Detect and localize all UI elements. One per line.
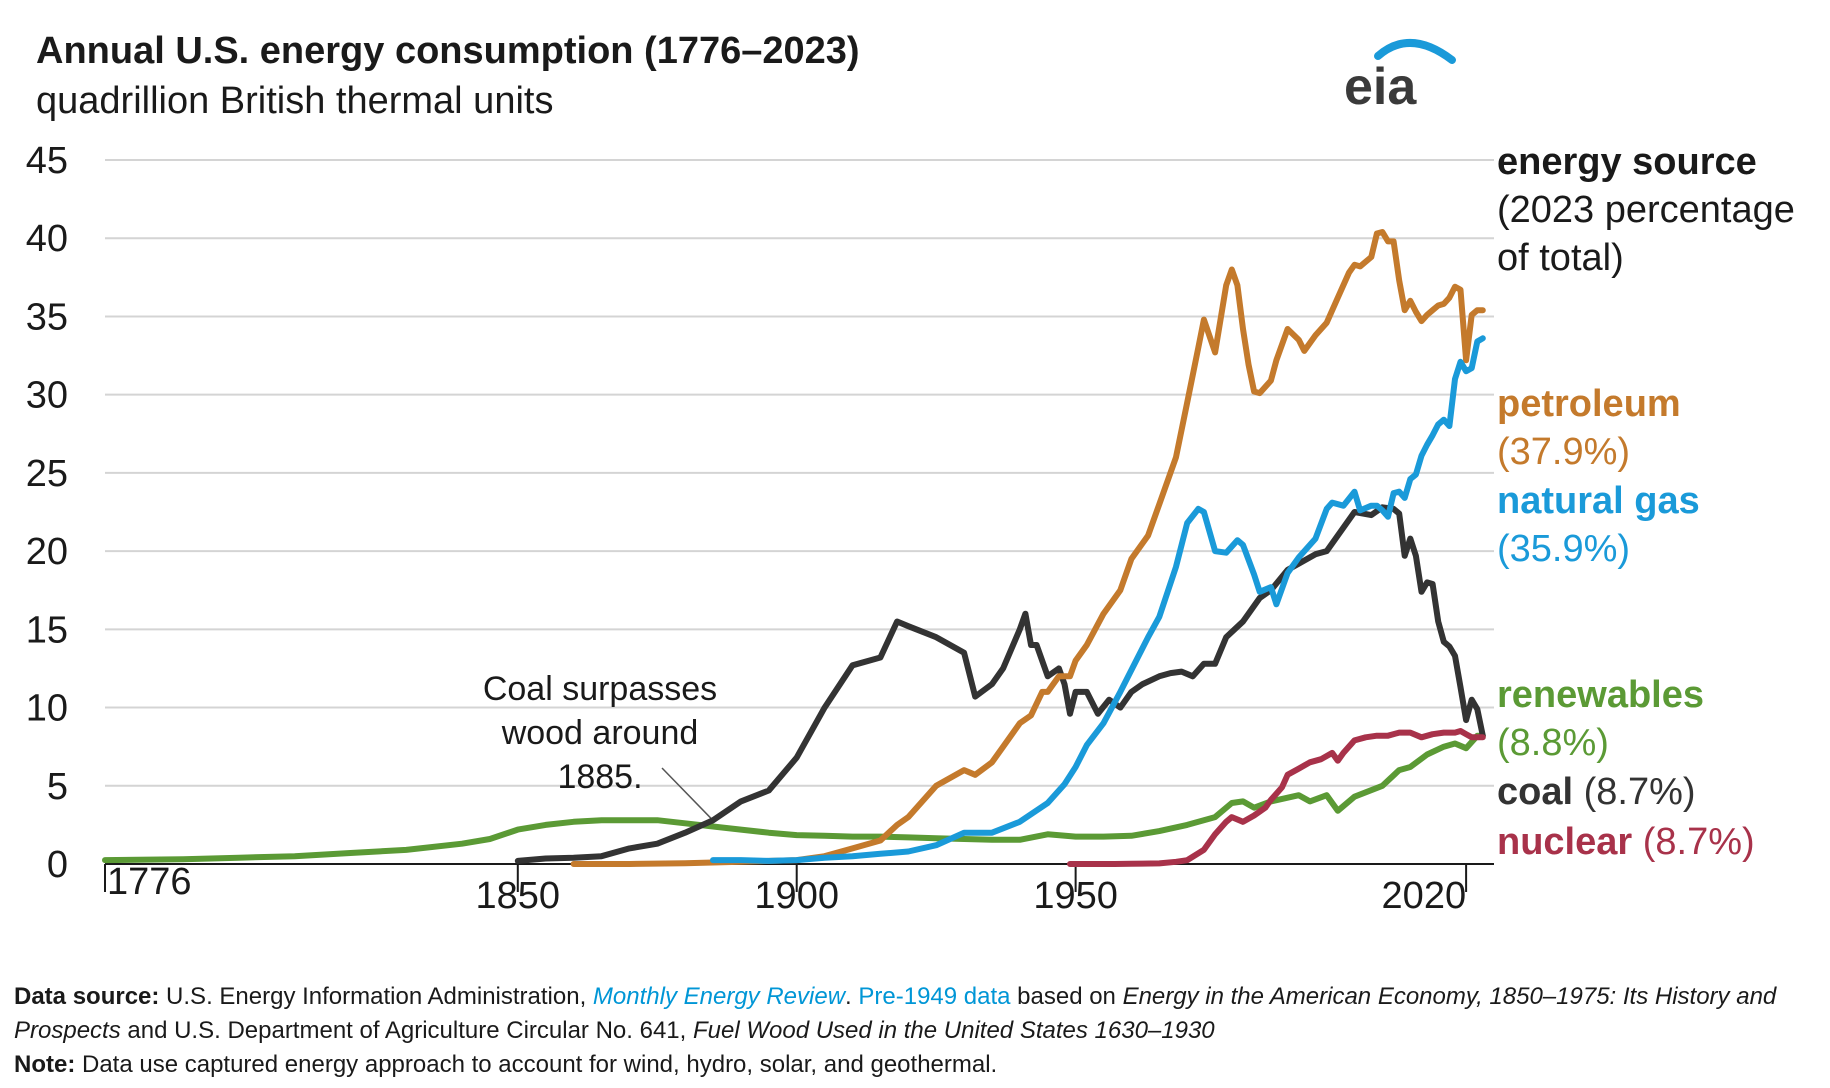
legend-name-nuclear: nuclear: [1497, 821, 1633, 863]
chart-subtitle: quadrillion British thermal units: [36, 80, 554, 122]
y-tick-label-30: 30: [26, 375, 68, 417]
line-chart: 0 5 10 15 20 25 30 35 40 45 1776 1850 1900 1950 2020: [26, 140, 1494, 917]
x-tick-label-1776: 1776: [107, 861, 192, 903]
footer-link-pre1949[interactable]: Pre-1949 data: [858, 983, 1011, 1010]
footer-source-label: Data source:: [14, 983, 160, 1010]
footer-source-text-4: and U.S. Department of Agriculture Circu…: [120, 1017, 693, 1044]
footer-note-label: Note:: [14, 1051, 76, 1078]
footer-link-mer[interactable]: Monthly Energy Review: [592, 983, 846, 1010]
legend-name-natural-gas: natural gas: [1497, 480, 1700, 522]
footer-note: Note: Data use captured energy approach …: [14, 1048, 1824, 1082]
eia-logo-text: eia: [1344, 58, 1417, 114]
x-tick-label-1850: 1850: [476, 875, 561, 917]
x-tick-label-1950: 1950: [1033, 875, 1118, 917]
legend-pct-renewables: (8.8%): [1497, 722, 1609, 764]
x-tick-label-1900: 1900: [754, 875, 839, 917]
legend-item-renewables: renewables (8.8%): [1497, 671, 1704, 767]
legend-item-natural-gas: natural gas (35.9%): [1497, 477, 1700, 573]
legend-name-petroleum: petroleum: [1497, 383, 1681, 425]
eia-logo-icon: eia: [1344, 39, 1456, 114]
footer-source-text-2: .: [845, 983, 859, 1010]
y-tick-label-15: 15: [26, 609, 68, 651]
legend-pct-petroleum: (37.9%): [1497, 431, 1631, 473]
y-tick-label-45: 45: [26, 140, 68, 182]
legend-pct-natural-gas: (35.9%): [1497, 528, 1631, 570]
footer-source-italic-2: Fuel Wood Used in the United States 1630…: [692, 1017, 1215, 1044]
legend-heading-title: energy source: [1497, 141, 1757, 183]
series-line-petroleum: [570, 229, 1486, 867]
annotation-line-2: wood around: [501, 714, 699, 752]
legend-heading-sub-2: of total): [1497, 237, 1624, 279]
footer-note-text: Data use captured energy approach to acc…: [75, 1051, 998, 1078]
legend-name-coal: coal: [1497, 771, 1574, 813]
series-line-natural-gas: [710, 335, 1486, 864]
chart-annotation: Coal surpasses wood around 1885.: [470, 667, 730, 799]
series-line-coal: [514, 504, 1486, 864]
y-tick-label-35: 35: [26, 296, 68, 338]
y-tick-label-5: 5: [47, 766, 68, 808]
annotation-line-3: 1885.: [557, 758, 643, 796]
annotation-line-1: Coal surpasses: [482, 670, 718, 708]
annotation-leader-line: [661, 767, 714, 821]
y-tick-label-25: 25: [26, 453, 68, 495]
chart-footer: Data source: U.S. Energy Information Adm…: [14, 980, 1824, 1082]
footer-source-text-3: based on: [1010, 983, 1123, 1010]
footer-source-italic-1: Energy in the American Economy, 1850–197…: [14, 983, 1777, 1044]
legend-pct-coal: (8.7%): [1583, 771, 1696, 813]
footer-source: Data source: U.S. Energy Information Adm…: [14, 980, 1824, 1048]
legend-heading-sub-1: (2023 percentage: [1497, 189, 1795, 231]
footer-source-text-1: U.S. Energy Information Administration,: [159, 983, 593, 1010]
y-tick-label-20: 20: [26, 531, 68, 573]
legend-item-nuclear: nuclear (8.7%): [1497, 818, 1755, 866]
legend-heading: energy source (2023 percentage of total): [1497, 138, 1795, 282]
chart-title: Annual U.S. energy consumption (1776–202…: [36, 30, 860, 72]
legend-name-renewables: renewables: [1497, 674, 1704, 716]
legend-item-petroleum: petroleum (37.9%): [1497, 380, 1681, 476]
y-tick-label-40: 40: [26, 218, 68, 260]
y-tick-label-10: 10: [26, 688, 68, 730]
series-line-nuclear: [1067, 728, 1486, 867]
y-tick-label-0: 0: [47, 844, 68, 886]
series-line-renewables: [102, 732, 1486, 864]
legend-item-coal: coal (8.7%): [1497, 768, 1696, 816]
legend-pct-nuclear: (8.7%): [1642, 821, 1755, 863]
x-tick-label-2020: 2020: [1382, 875, 1467, 917]
